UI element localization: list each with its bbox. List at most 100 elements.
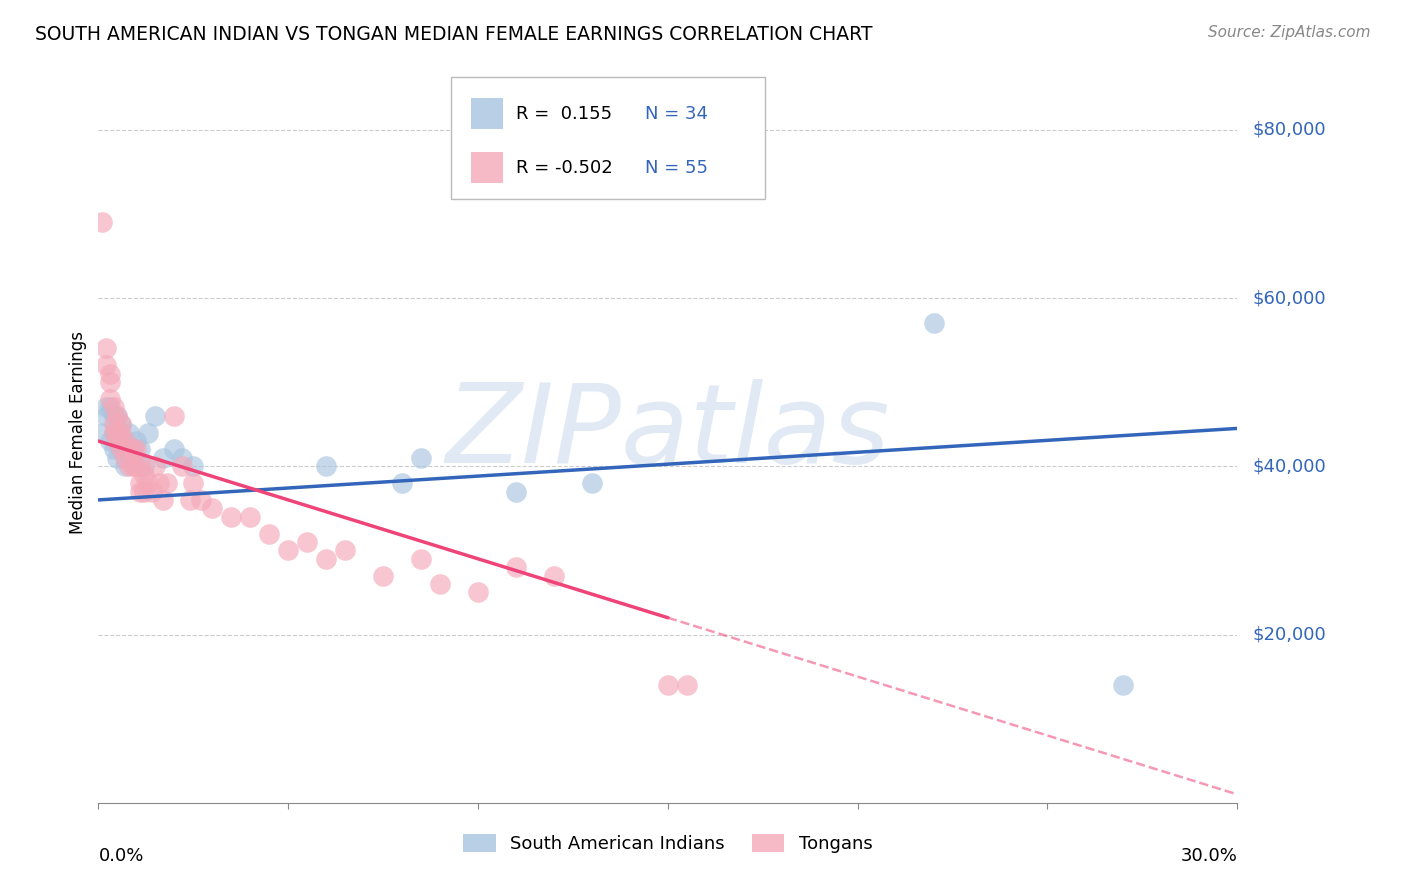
- Point: [315, 459, 337, 474]
- Point: [676, 678, 699, 692]
- Point: [98, 375, 121, 389]
- Point: [132, 459, 155, 474]
- Point: [152, 450, 174, 465]
- Point: [98, 392, 121, 406]
- Point: [277, 543, 299, 558]
- Point: [94, 409, 117, 423]
- Point: [107, 450, 129, 465]
- Point: [505, 484, 527, 499]
- Point: [107, 409, 129, 423]
- Point: [335, 543, 357, 558]
- Text: 30.0%: 30.0%: [1181, 847, 1237, 865]
- Text: N = 34: N = 34: [645, 104, 709, 122]
- Point: [103, 409, 125, 423]
- Bar: [471, 152, 503, 183]
- Point: [467, 585, 489, 599]
- Point: [121, 442, 143, 457]
- Text: SOUTH AMERICAN INDIAN VS TONGAN MEDIAN FEMALE EARNINGS CORRELATION CHART: SOUTH AMERICAN INDIAN VS TONGAN MEDIAN F…: [35, 25, 873, 44]
- Point: [114, 434, 136, 448]
- Point: [148, 476, 170, 491]
- Text: $80,000: $80,000: [1253, 120, 1326, 139]
- Point: [118, 459, 141, 474]
- Point: [429, 577, 451, 591]
- Point: [118, 425, 141, 440]
- Point: [121, 450, 143, 465]
- Text: 0.0%: 0.0%: [98, 847, 143, 865]
- Point: [107, 434, 129, 448]
- Text: N = 55: N = 55: [645, 159, 709, 177]
- Point: [107, 409, 129, 423]
- Point: [170, 459, 193, 474]
- FancyBboxPatch shape: [451, 78, 765, 200]
- Point: [98, 434, 121, 448]
- Point: [371, 568, 394, 582]
- Point: [411, 551, 433, 566]
- Point: [129, 459, 152, 474]
- Text: ZIPatlas: ZIPatlas: [446, 379, 890, 486]
- Point: [110, 425, 132, 440]
- Point: [239, 509, 262, 524]
- Point: [110, 417, 132, 432]
- Point: [129, 442, 152, 457]
- Point: [183, 459, 205, 474]
- Point: [94, 401, 117, 415]
- Point: [125, 459, 148, 474]
- Point: [183, 476, 205, 491]
- Point: [118, 442, 141, 457]
- Point: [103, 401, 125, 415]
- Y-axis label: Median Female Earnings: Median Female Earnings: [69, 331, 87, 534]
- Point: [125, 434, 148, 448]
- Point: [190, 492, 212, 507]
- Legend: South American Indians, Tongans: South American Indians, Tongans: [456, 827, 880, 861]
- Point: [315, 551, 337, 566]
- Point: [129, 484, 152, 499]
- Point: [132, 467, 155, 482]
- Point: [121, 459, 143, 474]
- Point: [94, 342, 117, 356]
- Point: [103, 425, 125, 440]
- Bar: [471, 98, 503, 129]
- Point: [505, 560, 527, 574]
- Point: [129, 476, 152, 491]
- Text: R = -0.502: R = -0.502: [516, 159, 613, 177]
- Point: [110, 442, 132, 457]
- Text: $20,000: $20,000: [1253, 625, 1326, 643]
- Point: [922, 316, 945, 330]
- Point: [170, 450, 193, 465]
- Text: Source: ZipAtlas.com: Source: ZipAtlas.com: [1208, 25, 1371, 40]
- Point: [110, 417, 132, 432]
- Point: [163, 442, 186, 457]
- Point: [132, 484, 155, 499]
- Point: [103, 417, 125, 432]
- Point: [657, 678, 679, 692]
- Point: [107, 425, 129, 440]
- Text: R =  0.155: R = 0.155: [516, 104, 613, 122]
- Point: [125, 442, 148, 457]
- Point: [145, 459, 167, 474]
- Point: [145, 409, 167, 423]
- Point: [121, 442, 143, 457]
- Point: [136, 476, 159, 491]
- Point: [107, 434, 129, 448]
- Text: $40,000: $40,000: [1253, 458, 1326, 475]
- Point: [297, 535, 319, 549]
- Point: [391, 476, 413, 491]
- Point: [179, 492, 201, 507]
- Point: [98, 367, 121, 381]
- Point: [114, 450, 136, 465]
- Point: [259, 526, 281, 541]
- Point: [163, 409, 186, 423]
- Point: [152, 492, 174, 507]
- Point: [91, 425, 114, 440]
- Point: [110, 442, 132, 457]
- Point: [201, 501, 224, 516]
- Point: [98, 401, 121, 415]
- Point: [411, 450, 433, 465]
- Point: [91, 215, 114, 229]
- Point: [94, 359, 117, 373]
- Point: [114, 442, 136, 457]
- Point: [136, 425, 159, 440]
- Point: [103, 442, 125, 457]
- Point: [114, 459, 136, 474]
- Point: [156, 476, 179, 491]
